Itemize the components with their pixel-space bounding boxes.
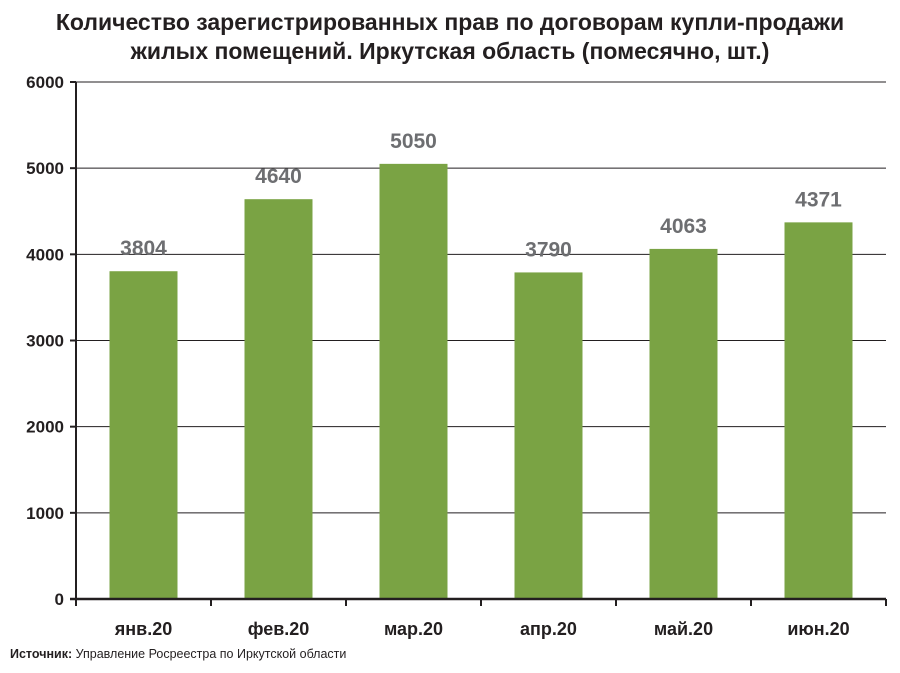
x-tick-label: июн.20 [787, 619, 849, 639]
bar [379, 163, 448, 599]
y-tick-label: 2000 [26, 418, 64, 437]
data-label: 5050 [390, 130, 437, 153]
y-tick-label: 0 [55, 590, 64, 609]
y-tick-label: 6000 [26, 73, 64, 92]
bar [109, 271, 178, 599]
data-label: 3804 [120, 237, 167, 260]
data-labels: 3804 4640 5050 3790 4063 4371 [120, 130, 842, 262]
x-tick-label: янв.20 [114, 619, 172, 639]
data-label: 4371 [795, 188, 842, 211]
title-line-1: Количество зарегистрированных прав по до… [55, 9, 845, 35]
x-tick-label: апр.20 [520, 619, 577, 639]
bar [244, 199, 313, 600]
chart-title: Количество зарегистрированных прав по до… [0, 8, 900, 66]
data-label: 3790 [525, 238, 572, 261]
y-tick-label: 1000 [26, 504, 64, 523]
bar [514, 272, 583, 599]
title-line-2: жилых помещений. Иркутская область (поме… [130, 38, 770, 64]
source-text: Управление Росреестра по Иркутской облас… [75, 647, 347, 661]
x-tick-label: май.20 [654, 619, 713, 639]
y-tick-labels: 0 1000 2000 3000 4000 5000 6000 [26, 73, 64, 609]
bar [649, 248, 718, 599]
data-label: 4063 [660, 215, 707, 238]
source-label: Источник: [10, 647, 73, 661]
x-tick-labels: янв.20 фев.20 мар.20 апр.20 май.20 июн.20 [114, 619, 850, 639]
bars [109, 163, 853, 600]
x-tick-label: фев.20 [248, 619, 310, 639]
y-tick-label: 5000 [26, 159, 64, 178]
gridlines [76, 81, 886, 514]
data-label: 4640 [255, 165, 302, 188]
axes [70, 81, 887, 606]
y-tick-label: 4000 [26, 245, 64, 264]
y-tick-label: 3000 [26, 332, 64, 351]
source-note: Источник: Управление Росреестра по Иркут… [10, 647, 346, 661]
bar [784, 222, 853, 600]
x-tick-label: мар.20 [384, 619, 443, 639]
